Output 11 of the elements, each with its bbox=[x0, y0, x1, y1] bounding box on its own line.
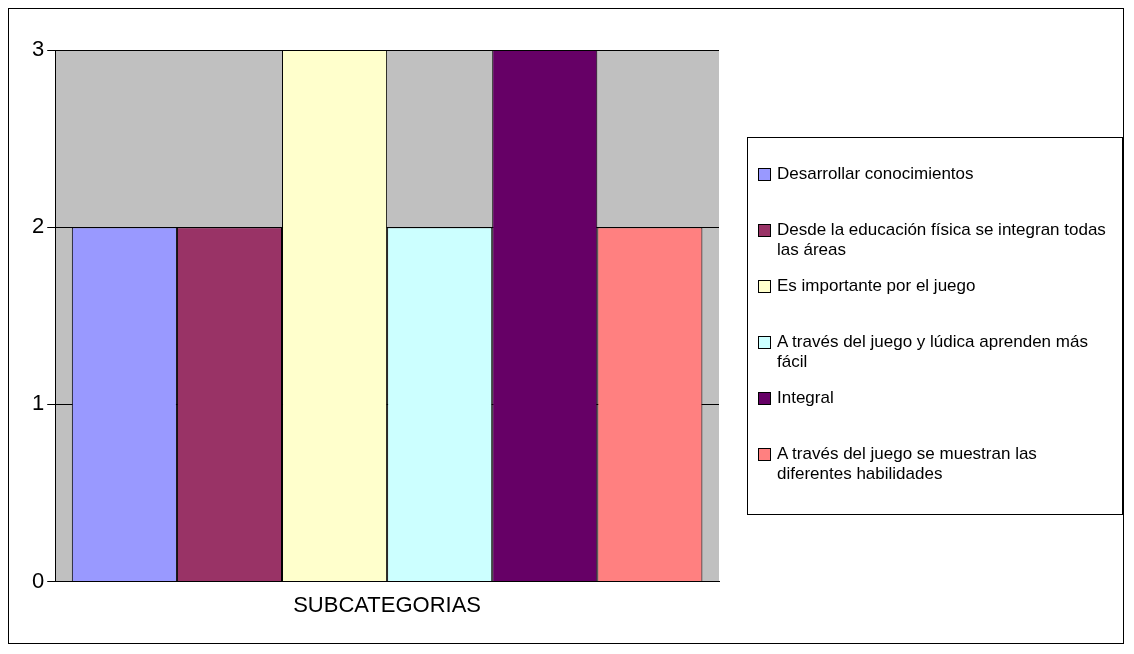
legend-label: A través del juego se muestran las diferentes habilidades bbox=[777, 444, 1038, 484]
y-tick-label: 3 bbox=[31, 36, 45, 62]
x-tick-label: SUBCATEGORIAS bbox=[293, 591, 482, 617]
y-tick-label: 2 bbox=[31, 213, 45, 239]
y-tick-label: 0 bbox=[31, 567, 45, 593]
legend-label: A través del juego y lúdica aprenden más fácil bbox=[777, 332, 1089, 372]
legend-label: Es importante por el juego bbox=[777, 276, 976, 296]
legend-label: Desde la educación física se integran todas las áreas bbox=[777, 220, 1107, 260]
legend-label: Integral bbox=[777, 388, 834, 408]
y-tick-label: 1 bbox=[31, 390, 45, 416]
legend-label: Desarrollar conocimientos bbox=[777, 164, 974, 184]
